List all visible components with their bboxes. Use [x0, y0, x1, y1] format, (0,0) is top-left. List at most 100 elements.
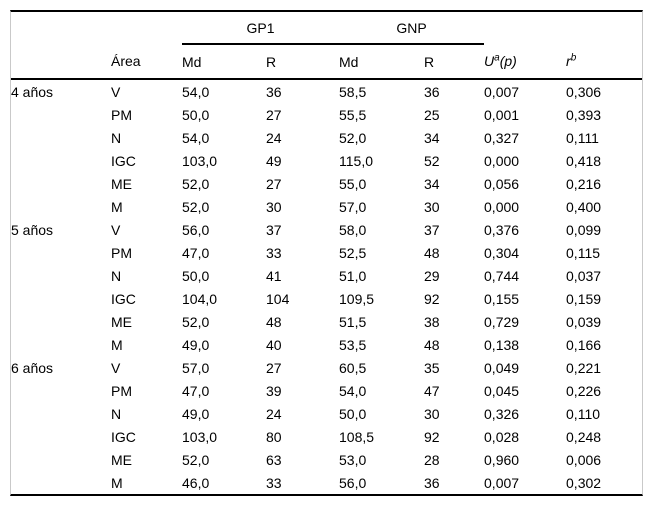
col-header-r-effect: rb — [566, 44, 643, 80]
cell-gnp-md: 108,5 — [339, 428, 375, 445]
col-header-area: Área — [111, 44, 182, 80]
row-group-label: 4 años — [11, 83, 54, 100]
cell-gnp-md: 54,0 — [339, 382, 367, 399]
cell-gnp-r: 92 — [424, 290, 440, 307]
row-area-label: M — [111, 474, 123, 491]
cell-gnp-r: 30 — [424, 405, 440, 422]
cell-gnp-md: 55,0 — [339, 175, 367, 192]
cell-u-p: 0,001 — [484, 106, 520, 123]
cell-r-effect: 0,393 — [566, 106, 602, 123]
cell-gp1-r: 27 — [266, 106, 282, 123]
cell-gp1-r: 104 — [266, 290, 290, 307]
cell-u-p: 0,056 — [484, 175, 520, 192]
cell-r-effect: 0,006 — [566, 451, 602, 468]
cell-gp1-md: 47,0 — [182, 382, 210, 399]
row-area-label: N — [111, 405, 122, 422]
cell-r-effect: 0,216 — [566, 175, 602, 192]
cell-gnp-md: 53,0 — [339, 451, 367, 468]
row-area-label: V — [111, 221, 121, 238]
cell-u-p: 0,304 — [484, 244, 520, 261]
cell-gp1-md: 104,0 — [182, 290, 218, 307]
cell-gnp-r: 92 — [424, 428, 440, 445]
table-row: M 49,0 40 53,5 48 0,138 0,166 — [11, 333, 642, 356]
table-row: IGC 104,0 104 109,5 92 0,155 0,159 — [11, 287, 642, 310]
row-group-label — [11, 379, 111, 402]
cell-gp1-md: 56,0 — [182, 221, 210, 238]
col-header-gp1-md: Md — [182, 44, 266, 80]
cell-gp1-md: 52,0 — [182, 175, 210, 192]
cell-gnp-md: 60,5 — [339, 359, 367, 376]
table-row: N 54,0 24 52,0 34 0,327 0,111 — [11, 126, 642, 149]
cell-gnp-r: 48 — [424, 244, 440, 261]
row-area-label: ME — [111, 451, 132, 468]
row-group-label: 5 años — [11, 221, 54, 238]
cell-u-p: 0,007 — [484, 474, 520, 491]
statistics-table-figure: GP1 GNP Área Md R Md R Ua(p) rb 4 años V 5… — [10, 10, 643, 496]
row-group-label: 6 años — [11, 359, 54, 376]
cell-gp1-md: 52,0 — [182, 451, 210, 468]
cell-gnp-md: 55,5 — [339, 106, 367, 123]
cell-gnp-r: 34 — [424, 175, 440, 192]
row-group-label — [11, 149, 111, 172]
cell-gp1-r: 37 — [266, 221, 282, 238]
cell-gp1-md: 52,0 — [182, 198, 210, 215]
cell-gp1-md: 52,0 — [182, 313, 210, 330]
cell-gp1-r: 33 — [266, 474, 282, 491]
row-area-label: V — [111, 83, 121, 100]
cell-gnp-r: 36 — [424, 474, 440, 491]
cell-r-effect: 0,099 — [566, 221, 602, 238]
col-header-u-p: Ua(p) — [484, 44, 567, 80]
cell-r-effect: 0,226 — [566, 382, 602, 399]
row-area-label: IGC — [111, 152, 136, 169]
u-p-suffix: (p) — [499, 53, 517, 69]
table-row: N 50,0 41 51,0 29 0,744 0,037 — [11, 264, 642, 287]
cell-u-p: 0,000 — [484, 152, 520, 169]
cell-gp1-md: 54,0 — [182, 129, 210, 146]
cell-gnp-md: 51,0 — [339, 267, 367, 284]
cell-gnp-r: 28 — [424, 451, 440, 468]
row-area-label: V — [111, 359, 121, 376]
r-superscript-b: b — [570, 52, 577, 64]
cell-gnp-r: 37 — [424, 221, 440, 238]
u-statistic-symbol: U — [484, 53, 495, 69]
column-group-gp1: GP1 — [182, 12, 340, 45]
row-area-label: IGC — [111, 428, 136, 445]
cell-gp1-r: 36 — [266, 83, 282, 100]
cell-gnp-r: 48 — [424, 336, 440, 353]
cell-u-p: 0,045 — [484, 382, 520, 399]
row-area-label: N — [111, 129, 122, 146]
table-row: IGC 103,0 80 108,5 92 0,028 0,248 — [11, 425, 642, 448]
cell-gp1-md: 49,0 — [182, 405, 210, 422]
cell-gnp-md: 50,0 — [339, 405, 367, 422]
cell-u-p: 0,049 — [484, 359, 520, 376]
cell-u-p: 0,960 — [484, 451, 520, 468]
table-row: M 46,0 33 56,0 36 0,007 0,302 — [11, 471, 642, 494]
cell-gnp-r: 35 — [424, 359, 440, 376]
cell-gnp-r: 38 — [424, 313, 440, 330]
cell-u-p: 0,138 — [484, 336, 520, 353]
cell-r-effect: 0,111 — [566, 129, 599, 146]
row-group-label — [11, 126, 111, 149]
row-group-label — [11, 195, 111, 218]
cell-gp1-r: 27 — [266, 359, 282, 376]
table-row: PM 47,0 33 52,5 48 0,304 0,115 — [11, 241, 642, 264]
cell-gp1-r: 39 — [266, 382, 282, 399]
cell-u-p: 0,000 — [484, 198, 520, 215]
cell-gnp-md: 52,0 — [339, 129, 367, 146]
cell-gp1-r: 49 — [266, 152, 282, 169]
cell-r-effect: 0,037 — [566, 267, 602, 284]
table-row: ME 52,0 27 55,0 34 0,056 0,216 — [11, 172, 642, 195]
cell-gp1-r: 40 — [266, 336, 282, 353]
cell-gp1-r: 33 — [266, 244, 282, 261]
cell-r-effect: 0,115 — [566, 244, 601, 261]
cell-r-effect: 0,306 — [566, 83, 602, 100]
cell-u-p: 0,327 — [484, 129, 520, 146]
column-header-row: Área Md R Md R Ua(p) rb — [11, 44, 643, 80]
cell-r-effect: 0,159 — [566, 290, 602, 307]
cell-gnp-r: 36 — [424, 83, 440, 100]
cell-gp1-r: 80 — [266, 428, 282, 445]
cell-gp1-r: 24 — [266, 405, 282, 422]
row-area-label: M — [111, 198, 123, 215]
empty-cell — [11, 44, 111, 80]
row-area-label: PM — [111, 382, 132, 399]
